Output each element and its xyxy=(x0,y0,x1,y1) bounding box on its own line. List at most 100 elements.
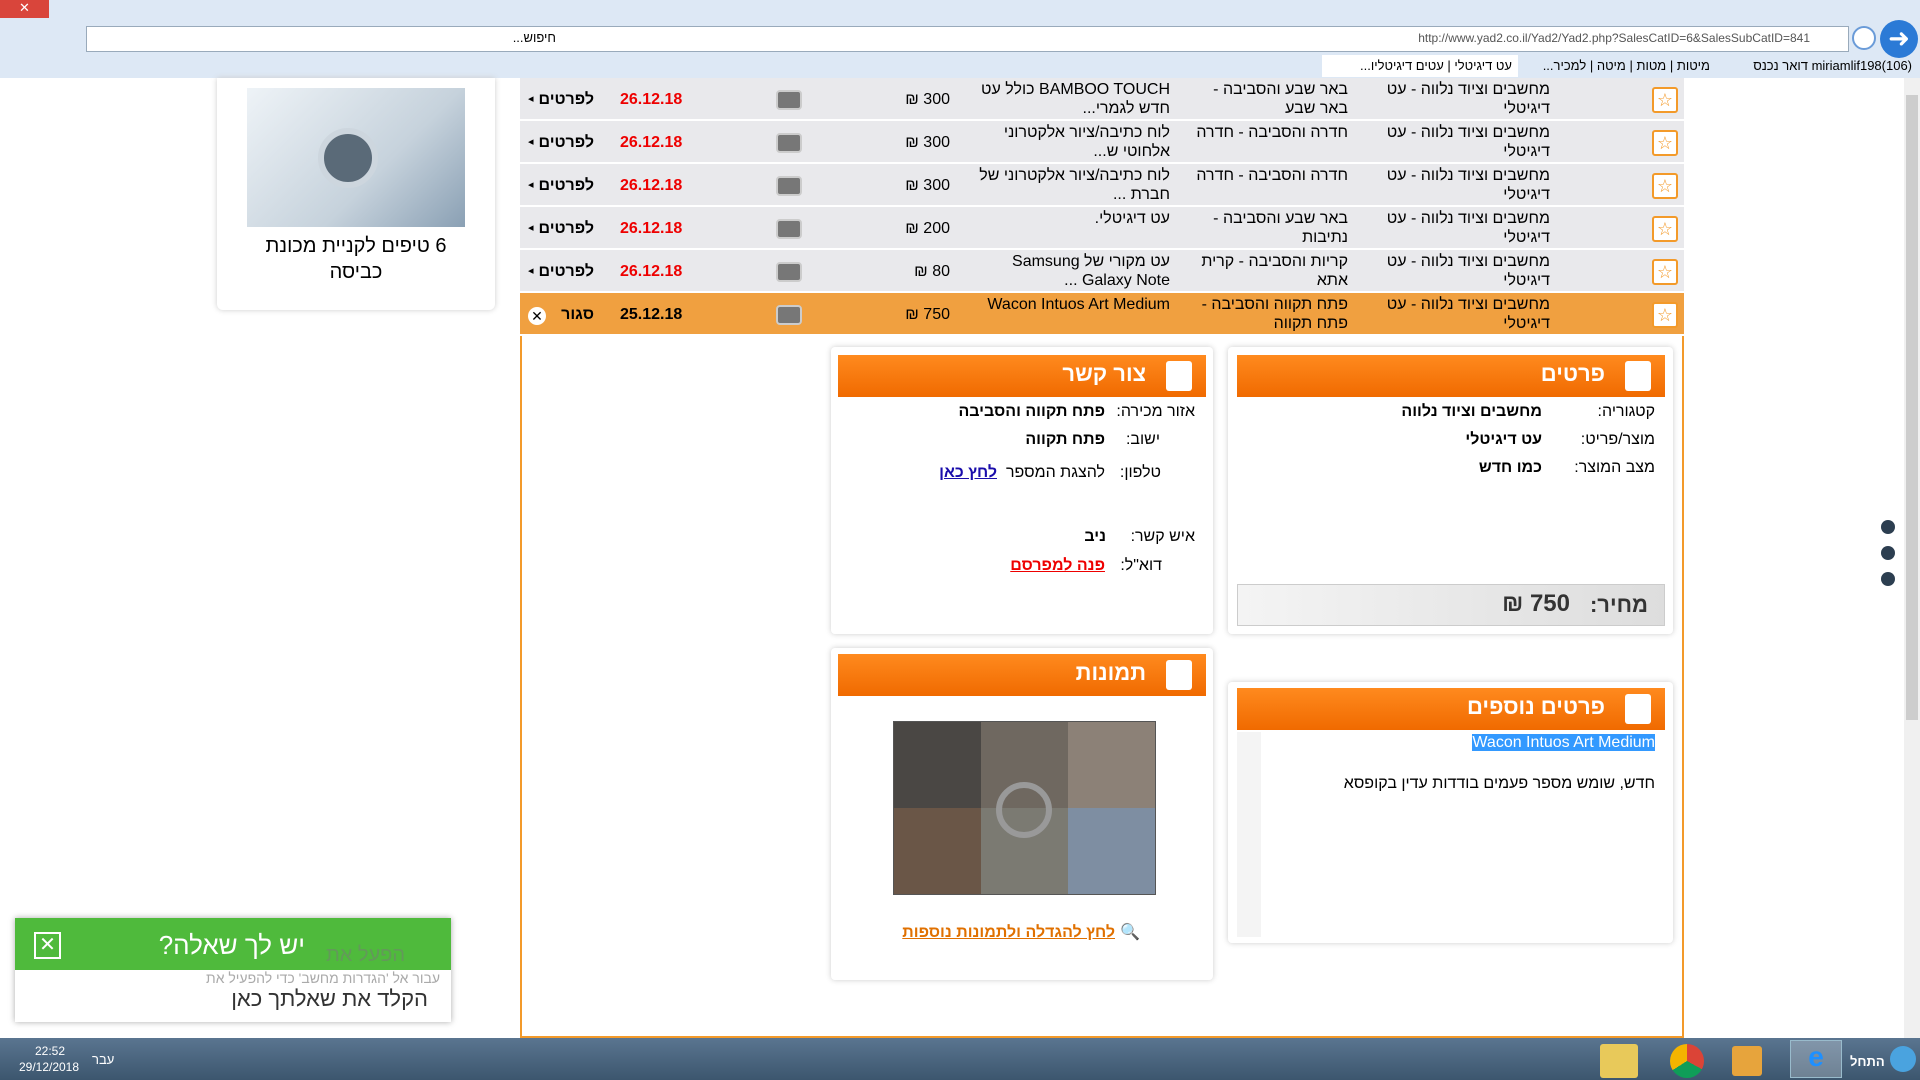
icon xyxy=(1166,660,1192,690)
field-value: פתח תקווה xyxy=(1025,431,1105,448)
field-label: טלפון: xyxy=(1119,464,1161,481)
email-link[interactable]: פנה למפרסם xyxy=(1010,557,1105,574)
address-text: http://www.yad2.co.il/Yad2/Yad2.php?Sale… xyxy=(1418,31,1810,45)
chat-input[interactable]: הקלד את שאלתך כאן xyxy=(231,986,428,1011)
favorite-star[interactable]: ☆ xyxy=(1652,259,1678,285)
expanded-listing xyxy=(520,336,1684,1038)
area: באר שבע והסביבה - באר שבע xyxy=(1213,81,1348,117)
ad-caption[interactable]: 6 טיפים לקניית מכונת כביסה xyxy=(265,235,447,283)
action-icon[interactable]: ◂ xyxy=(528,265,534,277)
scroll-thumb[interactable] xyxy=(1906,95,1918,720)
app-icon[interactable] xyxy=(1670,1044,1704,1078)
forward-button[interactable]: ➜ xyxy=(1880,20,1918,58)
date: 26.12.18 xyxy=(620,91,683,108)
camera-icon xyxy=(776,90,802,110)
phone-link[interactable]: לחץ כאן xyxy=(939,464,997,481)
action-icon[interactable]: ◂ xyxy=(528,93,534,105)
scrollbar[interactable] xyxy=(1237,732,1261,937)
contact-title: צור קשר xyxy=(1062,361,1146,386)
search-box[interactable]: חיפוש... xyxy=(512,30,556,45)
category: מחשבים וציוד נלווה - עט דיגיטלי xyxy=(1386,167,1550,203)
camera-icon xyxy=(776,219,802,239)
tab[interactable]: miriamlif198(106) דואר נכנס xyxy=(1753,58,1912,73)
photo-placeholder[interactable] xyxy=(893,721,1156,895)
price-box xyxy=(1237,584,1665,626)
price-label: מחיר: xyxy=(1589,592,1648,617)
back-button[interactable] xyxy=(1852,26,1876,50)
field-value: כמו חדש xyxy=(1478,459,1542,476)
description: לוח כתיבה/ציור אלקטרוני אלחוטי ש... xyxy=(1003,124,1170,160)
icon xyxy=(1625,694,1651,724)
field-value: עט דיגיטלי xyxy=(1465,431,1542,448)
row-action[interactable]: לפרטים xyxy=(538,177,594,194)
description: עט דיגיטלי. xyxy=(1094,210,1170,227)
app-icon[interactable] xyxy=(1732,1046,1762,1076)
row-action[interactable]: לפרטים xyxy=(538,134,594,151)
listing-row[interactable]: ☆ מחשבים וציוד נלווה - עט דיגיטלי פתח תקוו… xyxy=(520,293,1684,336)
favorite-star[interactable]: ☆ xyxy=(1652,87,1678,113)
date: 26.12.18 xyxy=(620,134,683,151)
row-action[interactable]: לפרטים xyxy=(538,91,594,108)
app-icon[interactable]: e xyxy=(1790,1040,1842,1078)
favorite-star[interactable]: ☆ xyxy=(1652,302,1678,328)
field-label: קטגוריה: xyxy=(1597,403,1655,420)
clock-date: 29/12/2018 xyxy=(18,1060,80,1074)
description: Wacon Intuos Art Medium xyxy=(987,296,1170,313)
details-header: פרטים xyxy=(1237,355,1665,397)
favorite-star[interactable]: ☆ xyxy=(1652,216,1678,242)
tile xyxy=(894,808,981,894)
description: עט מקורי של Samsung Galaxy Note ... xyxy=(1012,253,1170,289)
camera-icon xyxy=(776,176,802,196)
tab[interactable]: עט דיגיטלי | עטים דיגיטליו... xyxy=(1322,55,1518,77)
price: 300 ₪ xyxy=(905,134,950,151)
area: פתח תקווה והסביבה - פתח תקווה xyxy=(1201,296,1348,332)
field-label: איש קשר: xyxy=(1130,528,1195,545)
icon xyxy=(1625,361,1651,391)
listing-row[interactable]: ☆ מחשבים וציוד נלווה - עט דיגיטלי באר שבע … xyxy=(520,78,1684,121)
field-label: מוצר/פריט: xyxy=(1580,431,1655,448)
address-bar[interactable] xyxy=(86,26,1849,52)
nav-dot[interactable] xyxy=(1881,520,1895,534)
close-button[interactable]: ✕ xyxy=(0,0,49,18)
favorite-star[interactable]: ☆ xyxy=(1652,130,1678,156)
nav-dot[interactable] xyxy=(1881,546,1895,560)
start-orb[interactable] xyxy=(1890,1046,1916,1072)
app-icon[interactable] xyxy=(1600,1044,1638,1078)
action-icon[interactable]: ◂ xyxy=(528,222,534,234)
description: לוח כתיבה/ציור אלקטרוני של חברת ... xyxy=(979,167,1170,203)
action-icon[interactable]: ◂ xyxy=(528,136,534,148)
price: 80 ₪ xyxy=(914,263,950,280)
field-value: פתח תקווה והסביבה xyxy=(958,403,1105,420)
category: מחשבים וציוד נלווה - עט דיגיטלי xyxy=(1386,124,1550,160)
listing-row[interactable]: ☆ מחשבים וציוד נלווה - עט דיגיטלי חדרה והס… xyxy=(520,164,1684,207)
phone-text: להצגת המספר xyxy=(1005,464,1105,481)
price-value: 750 ₪ xyxy=(1502,590,1570,617)
area: חדרה והסביבה - חדרה xyxy=(1196,124,1348,141)
language[interactable]: עבר xyxy=(92,1052,115,1067)
field-value: מחשבים וציוד נלווה xyxy=(1401,403,1542,420)
row-action[interactable]: סגור xyxy=(561,306,594,323)
listing-row[interactable]: ☆ מחשבים וציוד נלווה - עט דיגיטלי קריות וה… xyxy=(520,250,1684,293)
camera-icon xyxy=(776,305,802,325)
chat-close[interactable]: ✕ xyxy=(34,932,61,959)
favorite-star[interactable]: ☆ xyxy=(1652,173,1678,199)
row-action[interactable]: לפרטים xyxy=(538,220,594,237)
activation-line2: עבור אל 'הגדרות מחשב' כדי להפעיל את xyxy=(206,970,440,986)
price: 750 ₪ xyxy=(905,306,950,323)
field-value: ניב xyxy=(1084,528,1106,545)
listing-row[interactable]: ☆ מחשבים וציוד נלווה - עט דיגיטלי באר שבע … xyxy=(520,207,1684,250)
action-icon[interactable]: ◂ xyxy=(528,179,534,191)
more-text: חדש, שומש מספר פעמים בודדות עדין בקופסא xyxy=(1343,775,1655,792)
date: 26.12.18 xyxy=(620,220,683,237)
row-action[interactable]: לפרטים xyxy=(538,263,594,280)
camera-icon xyxy=(776,262,802,282)
photos-link[interactable]: לחץ להגדלה ולתמונות נוספות xyxy=(902,924,1115,941)
tab[interactable]: מיטות | מטות | מיטה | למכיר... xyxy=(1542,58,1710,73)
area: באר שבע והסביבה - נתיבות xyxy=(1213,210,1348,246)
nav-dot[interactable] xyxy=(1881,572,1895,586)
listing-row[interactable]: ☆ מחשבים וציוד נלווה - עט דיגיטלי חדרה והס… xyxy=(520,121,1684,164)
start-button[interactable]: התחל xyxy=(1850,1054,1885,1069)
chat-header xyxy=(15,918,451,970)
action-icon[interactable]: ✕ xyxy=(528,307,546,325)
category: מחשבים וציוד נלווה - עט דיגיטלי xyxy=(1386,253,1550,289)
